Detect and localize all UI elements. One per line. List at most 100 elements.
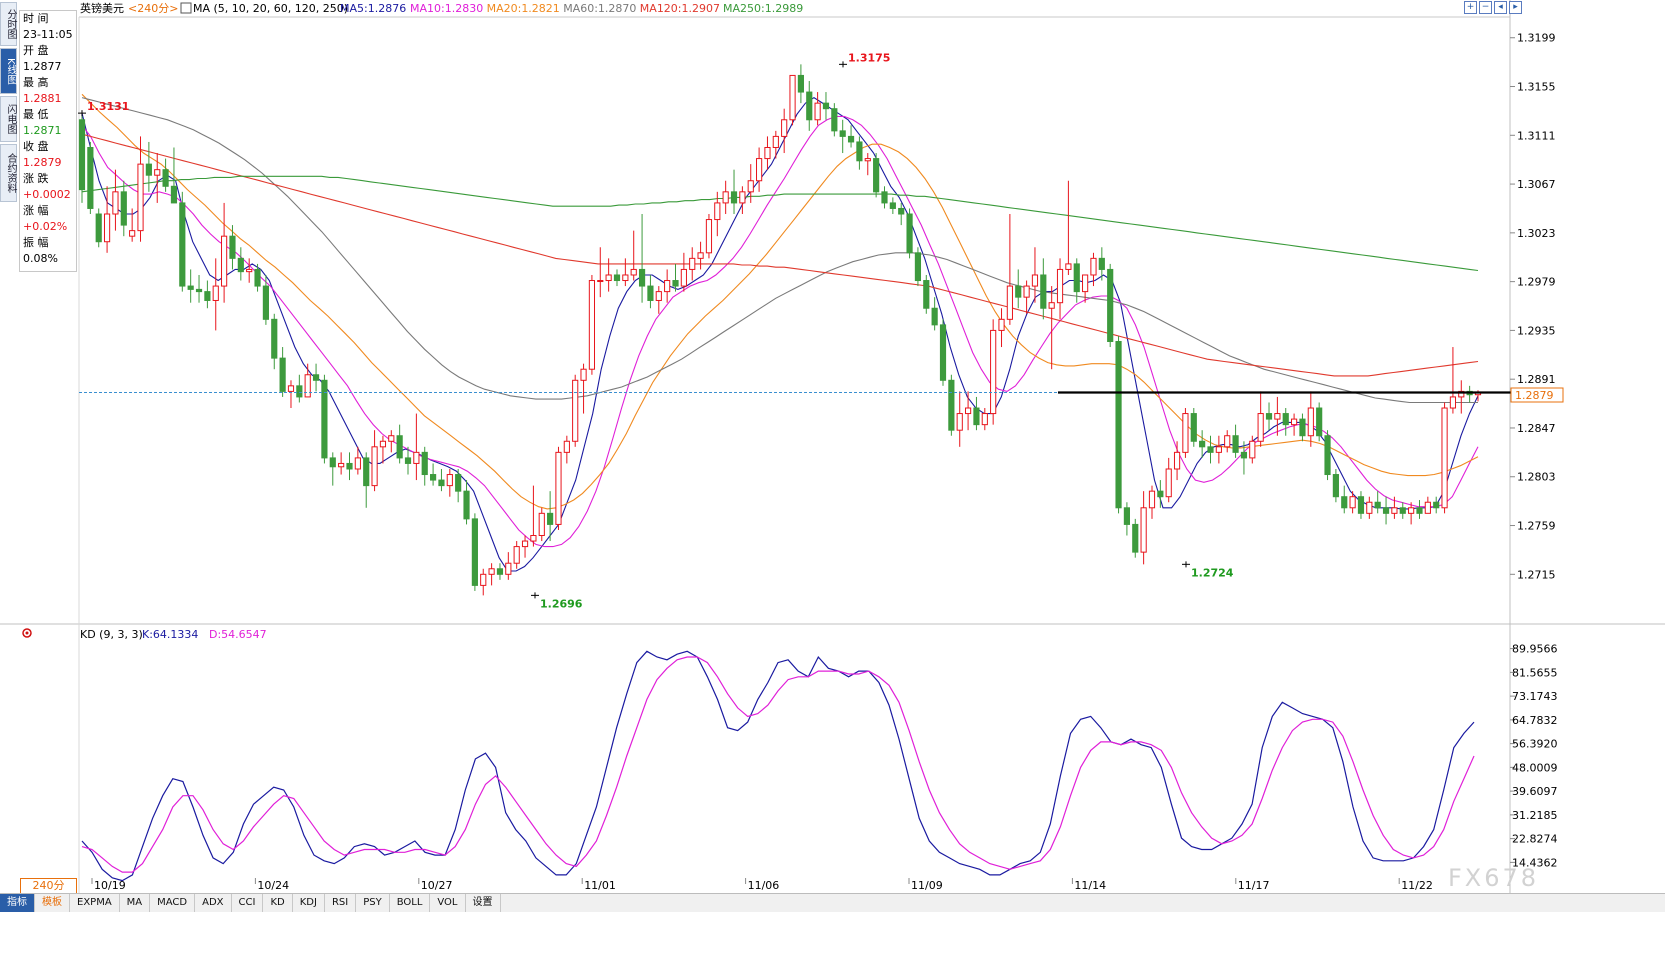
candle-body-down bbox=[346, 462, 353, 470]
candle-body-down bbox=[948, 379, 955, 431]
indicator-tab-9[interactable]: RSI bbox=[325, 894, 357, 912]
candle-body-down bbox=[404, 457, 412, 464]
pct-value: +0.02% bbox=[23, 220, 68, 233]
candle-body-down bbox=[296, 385, 303, 398]
indicator-tab-1[interactable]: 模板 bbox=[35, 894, 70, 912]
ohlc-info-panel: 时 间 23-11:05 开 盘 1.2877 最 高 1.2881 最 低 1… bbox=[19, 10, 77, 272]
candle-body-down bbox=[1132, 523, 1139, 553]
kd-d-value: D:54.6547 bbox=[209, 628, 267, 641]
kd-tick-label: 31.2185 bbox=[1512, 809, 1558, 822]
candle-body-up bbox=[1449, 396, 1457, 409]
candle-body-up bbox=[722, 191, 729, 204]
candle-body-up bbox=[1274, 413, 1281, 420]
scroll-right-icon[interactable]: ▸ bbox=[1509, 1, 1522, 14]
candle-body-up bbox=[1391, 507, 1398, 514]
indicator-tab-12[interactable]: VOL bbox=[430, 894, 466, 912]
candle-body-down bbox=[839, 130, 846, 137]
time-label: 时 间 bbox=[23, 12, 49, 25]
tab-flash-chart[interactable]: 闪电图 bbox=[0, 96, 17, 142]
candle-body-up bbox=[789, 74, 796, 121]
open-value: 1.2877 bbox=[23, 60, 62, 73]
candle-body-down bbox=[1282, 413, 1289, 426]
candle-body-up bbox=[1031, 274, 1039, 287]
candle-body-down bbox=[1265, 413, 1273, 420]
candlestick-series bbox=[78, 64, 1482, 596]
indicator-tab-2[interactable]: EXPMA bbox=[70, 894, 120, 912]
candle-body-up bbox=[103, 213, 111, 243]
candle-body-up bbox=[981, 413, 988, 426]
candle-body-down bbox=[1332, 474, 1339, 498]
price-tick-label: 1.2847 bbox=[1517, 422, 1556, 435]
candle-body-down bbox=[179, 202, 186, 287]
candle-body-down bbox=[730, 191, 738, 204]
price-annotation: 1.3131 bbox=[87, 100, 129, 113]
price-tick-label: 1.2715 bbox=[1517, 568, 1556, 581]
candle-body-down bbox=[1115, 340, 1122, 509]
tab-intraday[interactable]: 分时图 bbox=[0, 2, 17, 46]
candle-body-up bbox=[388, 435, 395, 442]
candle-body-up bbox=[246, 268, 253, 273]
date-tick-label: 11/14 bbox=[1074, 879, 1106, 892]
scroll-left-icon[interactable]: ◂ bbox=[1494, 1, 1507, 14]
date-tick-label: 11/17 bbox=[1238, 879, 1270, 892]
indicator-tab-3[interactable]: MA bbox=[120, 894, 151, 912]
candle-body-down bbox=[1316, 407, 1323, 437]
candle-body-down bbox=[1040, 274, 1047, 309]
candle-body-up bbox=[689, 257, 696, 270]
candle-body-down bbox=[363, 457, 370, 487]
candle-body-down bbox=[797, 74, 804, 93]
candle-body-down bbox=[279, 357, 286, 392]
candle-body-down bbox=[312, 374, 320, 381]
candle-body-down bbox=[1073, 263, 1080, 293]
indicator-tab-10[interactable]: PSY bbox=[356, 894, 390, 912]
kd-tick-label: 81.5655 bbox=[1512, 666, 1558, 679]
candle-body-up bbox=[538, 512, 545, 537]
indicator-settings-icon-dot bbox=[25, 631, 29, 635]
candle-body-down bbox=[145, 163, 152, 176]
candle-body-up bbox=[1165, 468, 1172, 498]
candle-body-down bbox=[455, 474, 462, 492]
indicator-tab-4[interactable]: MACD bbox=[150, 894, 196, 912]
candle-body-up bbox=[379, 440, 387, 448]
candle-body-down bbox=[1107, 268, 1114, 342]
zoom-out-icon[interactable]: − bbox=[1479, 1, 1492, 14]
indicator-tab-0[interactable]: 指标 bbox=[0, 894, 35, 912]
kd-line-k bbox=[81, 650, 1475, 882]
candle-body-up bbox=[221, 235, 228, 287]
main-chart: 1.3199 1.3155 1.3111 1.3067 1.3023 1.2979 1.29… bbox=[0, 0, 1665, 893]
high-value: 1.2881 bbox=[23, 92, 62, 105]
indicator-tab-8[interactable]: KDJ bbox=[293, 894, 325, 912]
indicator-tab-11[interactable]: BOLL bbox=[390, 894, 431, 912]
current-price-tag-box bbox=[1510, 387, 1564, 403]
candle-body-down bbox=[321, 379, 328, 459]
indicator-tab-5[interactable]: ADX bbox=[195, 894, 232, 912]
kd-params: KD (9, 3, 3) bbox=[80, 628, 143, 641]
ma-value-5: MA250:1.2989 bbox=[723, 2, 803, 15]
chart-toolbar: + − ◂ ▸ bbox=[1464, 1, 1522, 14]
indicator-tab-13[interactable]: 设置 bbox=[466, 894, 501, 912]
candle-body-up bbox=[446, 474, 453, 487]
candle-body-down bbox=[939, 324, 947, 381]
indicator-tab-6[interactable]: CCI bbox=[232, 894, 264, 912]
candle-body-down bbox=[396, 435, 403, 459]
tab-kline[interactable]: K线图 bbox=[0, 48, 17, 94]
amplitude-label: 振 幅 bbox=[23, 236, 49, 249]
indicator-tab-7[interactable]: KD bbox=[263, 894, 293, 912]
tab-contract-info[interactable]: 合约资料 bbox=[0, 144, 17, 202]
candle-body-down bbox=[1324, 435, 1331, 476]
candle-body-down bbox=[1399, 507, 1406, 514]
period-selector[interactable]: 240分 bbox=[20, 878, 77, 894]
candle-body-down bbox=[831, 108, 838, 132]
candle-body-down bbox=[1357, 496, 1365, 514]
ma-value-0: MA5:1.2876 bbox=[340, 2, 406, 15]
candle-body-up bbox=[1249, 440, 1256, 459]
indicator-settings-icon[interactable] bbox=[22, 628, 32, 638]
candle-body-up bbox=[287, 385, 295, 392]
candle-body-up bbox=[1065, 263, 1072, 270]
candle-body-down bbox=[856, 141, 863, 162]
high-label: 最 高 bbox=[23, 76, 49, 89]
ma-toggle-icon[interactable] bbox=[180, 2, 192, 14]
zoom-in-icon[interactable]: + bbox=[1464, 1, 1477, 14]
candle-body-down bbox=[638, 268, 646, 287]
low-value: 1.2871 bbox=[23, 124, 62, 137]
